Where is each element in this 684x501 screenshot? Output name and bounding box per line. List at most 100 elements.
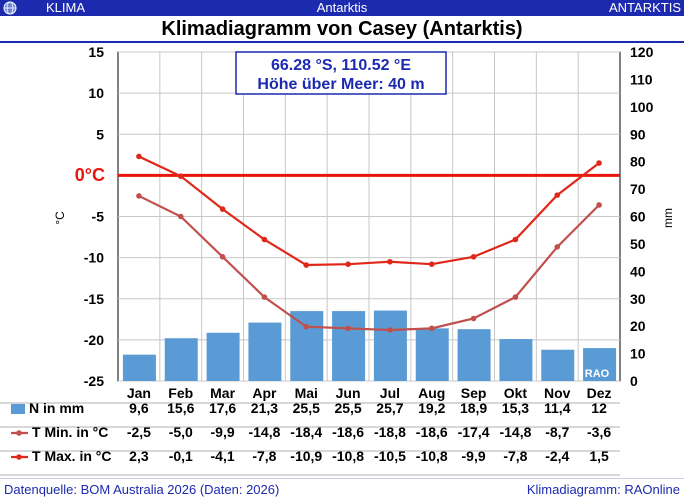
precip-bar-jun bbox=[332, 311, 366, 381]
tmax-point-jun bbox=[345, 261, 351, 268]
right-tick-label: 70 bbox=[630, 181, 646, 197]
tmax-point-nov bbox=[554, 192, 561, 198]
legend-swatch-dot bbox=[16, 430, 22, 436]
table-cell-sep: 18,9 bbox=[460, 400, 487, 416]
precip-bar-mar bbox=[206, 332, 240, 381]
tmin-point-apr bbox=[261, 294, 268, 300]
left-tick-label: -15 bbox=[84, 291, 104, 307]
precip-bar-dez bbox=[583, 348, 617, 381]
table-cell-jun: -18,6 bbox=[332, 424, 364, 440]
title-divider bbox=[0, 41, 684, 43]
tmin-point-sep bbox=[470, 315, 477, 322]
precip-bar-aug bbox=[415, 328, 449, 381]
precip-bar-jan bbox=[122, 354, 156, 381]
tmin-point-aug bbox=[428, 325, 435, 332]
right-tick-label: 60 bbox=[630, 209, 646, 225]
month-label-okt: Okt bbox=[504, 385, 528, 401]
table-cell-mai: -18,4 bbox=[290, 424, 322, 440]
tmax-point-aug bbox=[428, 261, 435, 268]
legend-swatch-dot bbox=[16, 454, 22, 460]
credit-link[interactable]: Klimadiagramm: RAOnline bbox=[526, 482, 680, 497]
table-cell-nov: 11,4 bbox=[544, 400, 571, 416]
header-center-label[interactable]: Antarktis bbox=[316, 0, 368, 15]
month-label-apr: Apr bbox=[252, 385, 277, 401]
month-label-sep: Sep bbox=[461, 385, 487, 401]
table-cell-dez: 1,5 bbox=[589, 448, 609, 464]
header-bar: KLIMA Antarktis ANTARKTIS bbox=[0, 0, 684, 16]
month-label-nov: Nov bbox=[544, 385, 571, 401]
info-coordinates: 66.28 °S, 110.52 °E bbox=[271, 57, 411, 74]
left-axis-label: °C bbox=[53, 211, 67, 225]
header-right-label[interactable]: ANTARKTIS bbox=[609, 0, 681, 15]
table-cell-okt: -7,8 bbox=[503, 448, 527, 464]
table-cell-aug: 19,2 bbox=[418, 400, 445, 416]
tmax-point-feb bbox=[177, 173, 184, 179]
right-tick-label: 30 bbox=[630, 291, 646, 307]
table-cell-mar: -9,9 bbox=[211, 424, 235, 440]
month-label-jun: Jun bbox=[336, 385, 361, 401]
month-label-mar: Mar bbox=[210, 385, 235, 401]
tmax-point-apr bbox=[261, 236, 268, 243]
table-cell-okt: 15,3 bbox=[502, 400, 529, 416]
month-label-jan: Jan bbox=[127, 385, 151, 401]
tmax-line bbox=[138, 155, 600, 267]
month-label-feb: Feb bbox=[168, 385, 193, 401]
table-cell-jun: 25,5 bbox=[334, 400, 361, 416]
left-tick-label: -20 bbox=[84, 332, 104, 348]
zero-label: 0°C bbox=[75, 165, 105, 185]
right-tick-label: 40 bbox=[630, 263, 646, 279]
right-tick-label: 80 bbox=[630, 154, 646, 170]
tmin-point-jul bbox=[387, 327, 393, 333]
right-tick-label: 90 bbox=[630, 126, 646, 142]
rao-watermark: RAO bbox=[585, 368, 610, 380]
left-tick-label: -25 bbox=[84, 373, 104, 389]
legend-swatch-precip bbox=[11, 404, 25, 414]
globe-icon bbox=[3, 1, 17, 15]
left-tick-label: 15 bbox=[88, 44, 104, 60]
table-cell-feb: -0,1 bbox=[169, 448, 193, 464]
right-tick-label: 0 bbox=[630, 373, 638, 389]
table-cell-jul: -10,5 bbox=[374, 448, 406, 464]
tmin-point-jun bbox=[345, 325, 351, 332]
precip-bar-sep bbox=[457, 329, 491, 381]
tmax-point-mai bbox=[303, 262, 310, 268]
table-cell-jan: 9,6 bbox=[129, 400, 149, 416]
right-tick-label: 20 bbox=[630, 318, 646, 334]
tmax-point-jan bbox=[136, 153, 142, 160]
header-left-label[interactable]: KLIMA bbox=[46, 0, 86, 15]
table-cell-jun: -10,8 bbox=[332, 448, 364, 464]
month-label-jul: Jul bbox=[380, 385, 400, 401]
tmin-point-mai bbox=[303, 323, 310, 330]
legend-label: T Max. in °C bbox=[32, 448, 112, 464]
table-cell-mai: 25,5 bbox=[293, 400, 320, 416]
table-cell-dez: 12 bbox=[591, 400, 607, 416]
table-cell-apr: -14,8 bbox=[248, 424, 280, 440]
right-tick-label: 10 bbox=[630, 346, 646, 362]
left-tick-label: 5 bbox=[96, 126, 104, 142]
table-cell-okt: -14,8 bbox=[499, 424, 531, 440]
legend-label: T Min. in °C bbox=[32, 424, 108, 440]
table-cell-feb: 15,6 bbox=[167, 400, 194, 416]
month-label-mai: Mai bbox=[295, 385, 318, 401]
left-tick-label: -5 bbox=[92, 209, 105, 225]
precip-bar-jul bbox=[373, 310, 407, 381]
month-label-aug: Aug bbox=[418, 385, 445, 401]
data-source: Datenquelle: BOM Australia 2026 (Daten: … bbox=[4, 482, 280, 497]
right-tick-label: 100 bbox=[630, 99, 654, 115]
precip-bar-nov bbox=[541, 349, 575, 381]
table-cell-apr: -7,8 bbox=[252, 448, 276, 464]
chart-title: Klimadiagramm von Casey (Antarktis) bbox=[161, 18, 523, 40]
tmin-point-feb bbox=[177, 213, 184, 220]
left-tick-label: -10 bbox=[84, 250, 104, 266]
table-cell-aug: -18,6 bbox=[416, 424, 448, 440]
tmax-point-sep bbox=[470, 254, 477, 260]
right-axis-label: mm bbox=[661, 208, 675, 228]
right-tick-label: 120 bbox=[630, 44, 654, 60]
table-cell-aug: -10,8 bbox=[416, 448, 448, 464]
month-label-dez: Dez bbox=[587, 385, 612, 401]
table-cell-dez: -3,6 bbox=[587, 424, 611, 440]
tmax-point-jul bbox=[387, 258, 393, 265]
table-cell-apr: 21,3 bbox=[251, 400, 278, 416]
table-cell-jul: 25,7 bbox=[376, 400, 403, 416]
right-tick-label: 110 bbox=[630, 71, 653, 87]
